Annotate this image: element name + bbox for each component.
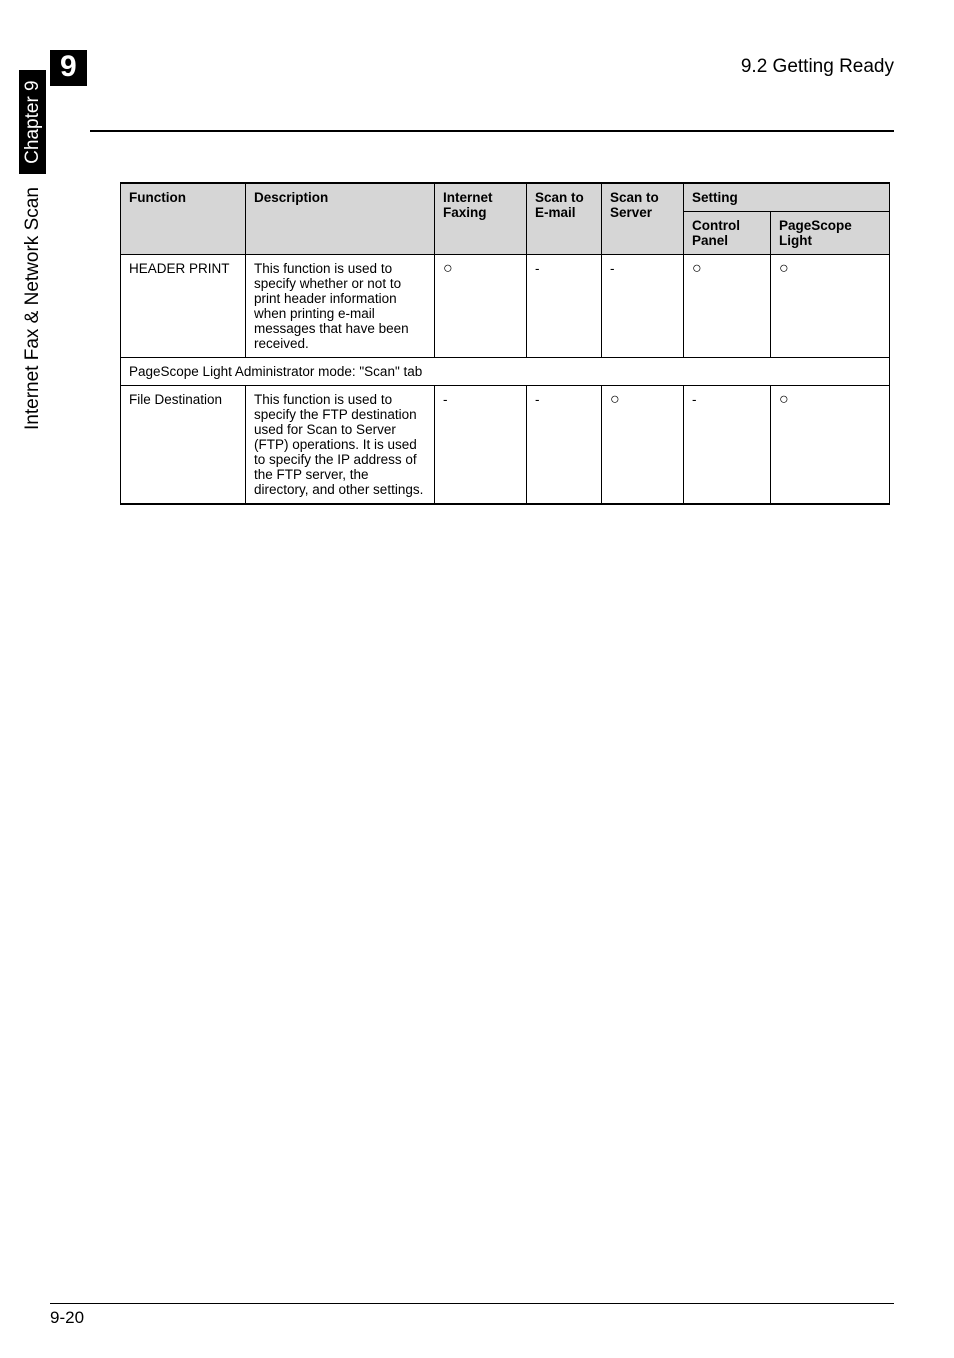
side-label: Internet Fax & Network Scan Chapter 9 bbox=[22, 70, 44, 430]
cell-scan-server: - bbox=[602, 255, 684, 358]
col-control-panel: Control Panel bbox=[684, 212, 771, 255]
section-title: 9.2 Getting Ready bbox=[741, 50, 894, 78]
col-description: Description bbox=[246, 183, 435, 255]
side-label-text: Internet Fax & Network Scan bbox=[22, 187, 43, 430]
col-pagescope-light: PageScope Light bbox=[771, 212, 890, 255]
cell-pagescope-light: ○ bbox=[771, 386, 890, 505]
header-row: 9 9.2 Getting Ready bbox=[50, 50, 894, 86]
cell-scan-email: - bbox=[527, 386, 602, 505]
table-row: File Destination This function is used t… bbox=[121, 386, 890, 505]
cell-scan-server: ○ bbox=[602, 386, 684, 505]
chapter-number-box: 9 bbox=[50, 50, 87, 86]
col-scan-server: Scan to Server bbox=[602, 183, 684, 255]
footer: 9-20 bbox=[50, 1303, 894, 1328]
cell-control-panel: ○ bbox=[684, 255, 771, 358]
col-scan-email: Scan to E-mail bbox=[527, 183, 602, 255]
cell-function: HEADER PRINT bbox=[121, 255, 246, 358]
page: 9 9.2 Getting Ready Internet Fax & Netwo… bbox=[0, 0, 954, 1358]
cell-internet-faxing: ○ bbox=[435, 255, 527, 358]
group-label: PageScope Light Administrator mode: "Sca… bbox=[121, 358, 890, 386]
col-internet-faxing: Internet Faxing bbox=[435, 183, 527, 255]
cell-control-panel: - bbox=[684, 386, 771, 505]
spec-table: Function Description Internet Faxing Sca… bbox=[120, 182, 890, 505]
cell-description: This function is used to specify the FTP… bbox=[246, 386, 435, 505]
cell-function: File Destination bbox=[121, 386, 246, 505]
page-number: 9-20 bbox=[50, 1308, 84, 1327]
cell-internet-faxing: - bbox=[435, 386, 527, 505]
side-label-tab: Chapter 9 bbox=[19, 70, 46, 173]
table-row: HEADER PRINT This function is used to sp… bbox=[121, 255, 890, 358]
cell-scan-email: - bbox=[527, 255, 602, 358]
chapter-number: 9 bbox=[60, 50, 77, 83]
table-group-row: PageScope Light Administrator mode: "Sca… bbox=[121, 358, 890, 386]
col-setting: Setting bbox=[684, 183, 890, 212]
header-rule bbox=[90, 130, 894, 132]
col-function: Function bbox=[121, 183, 246, 255]
cell-description: This function is used to specify whether… bbox=[246, 255, 435, 358]
cell-pagescope-light: ○ bbox=[771, 255, 890, 358]
